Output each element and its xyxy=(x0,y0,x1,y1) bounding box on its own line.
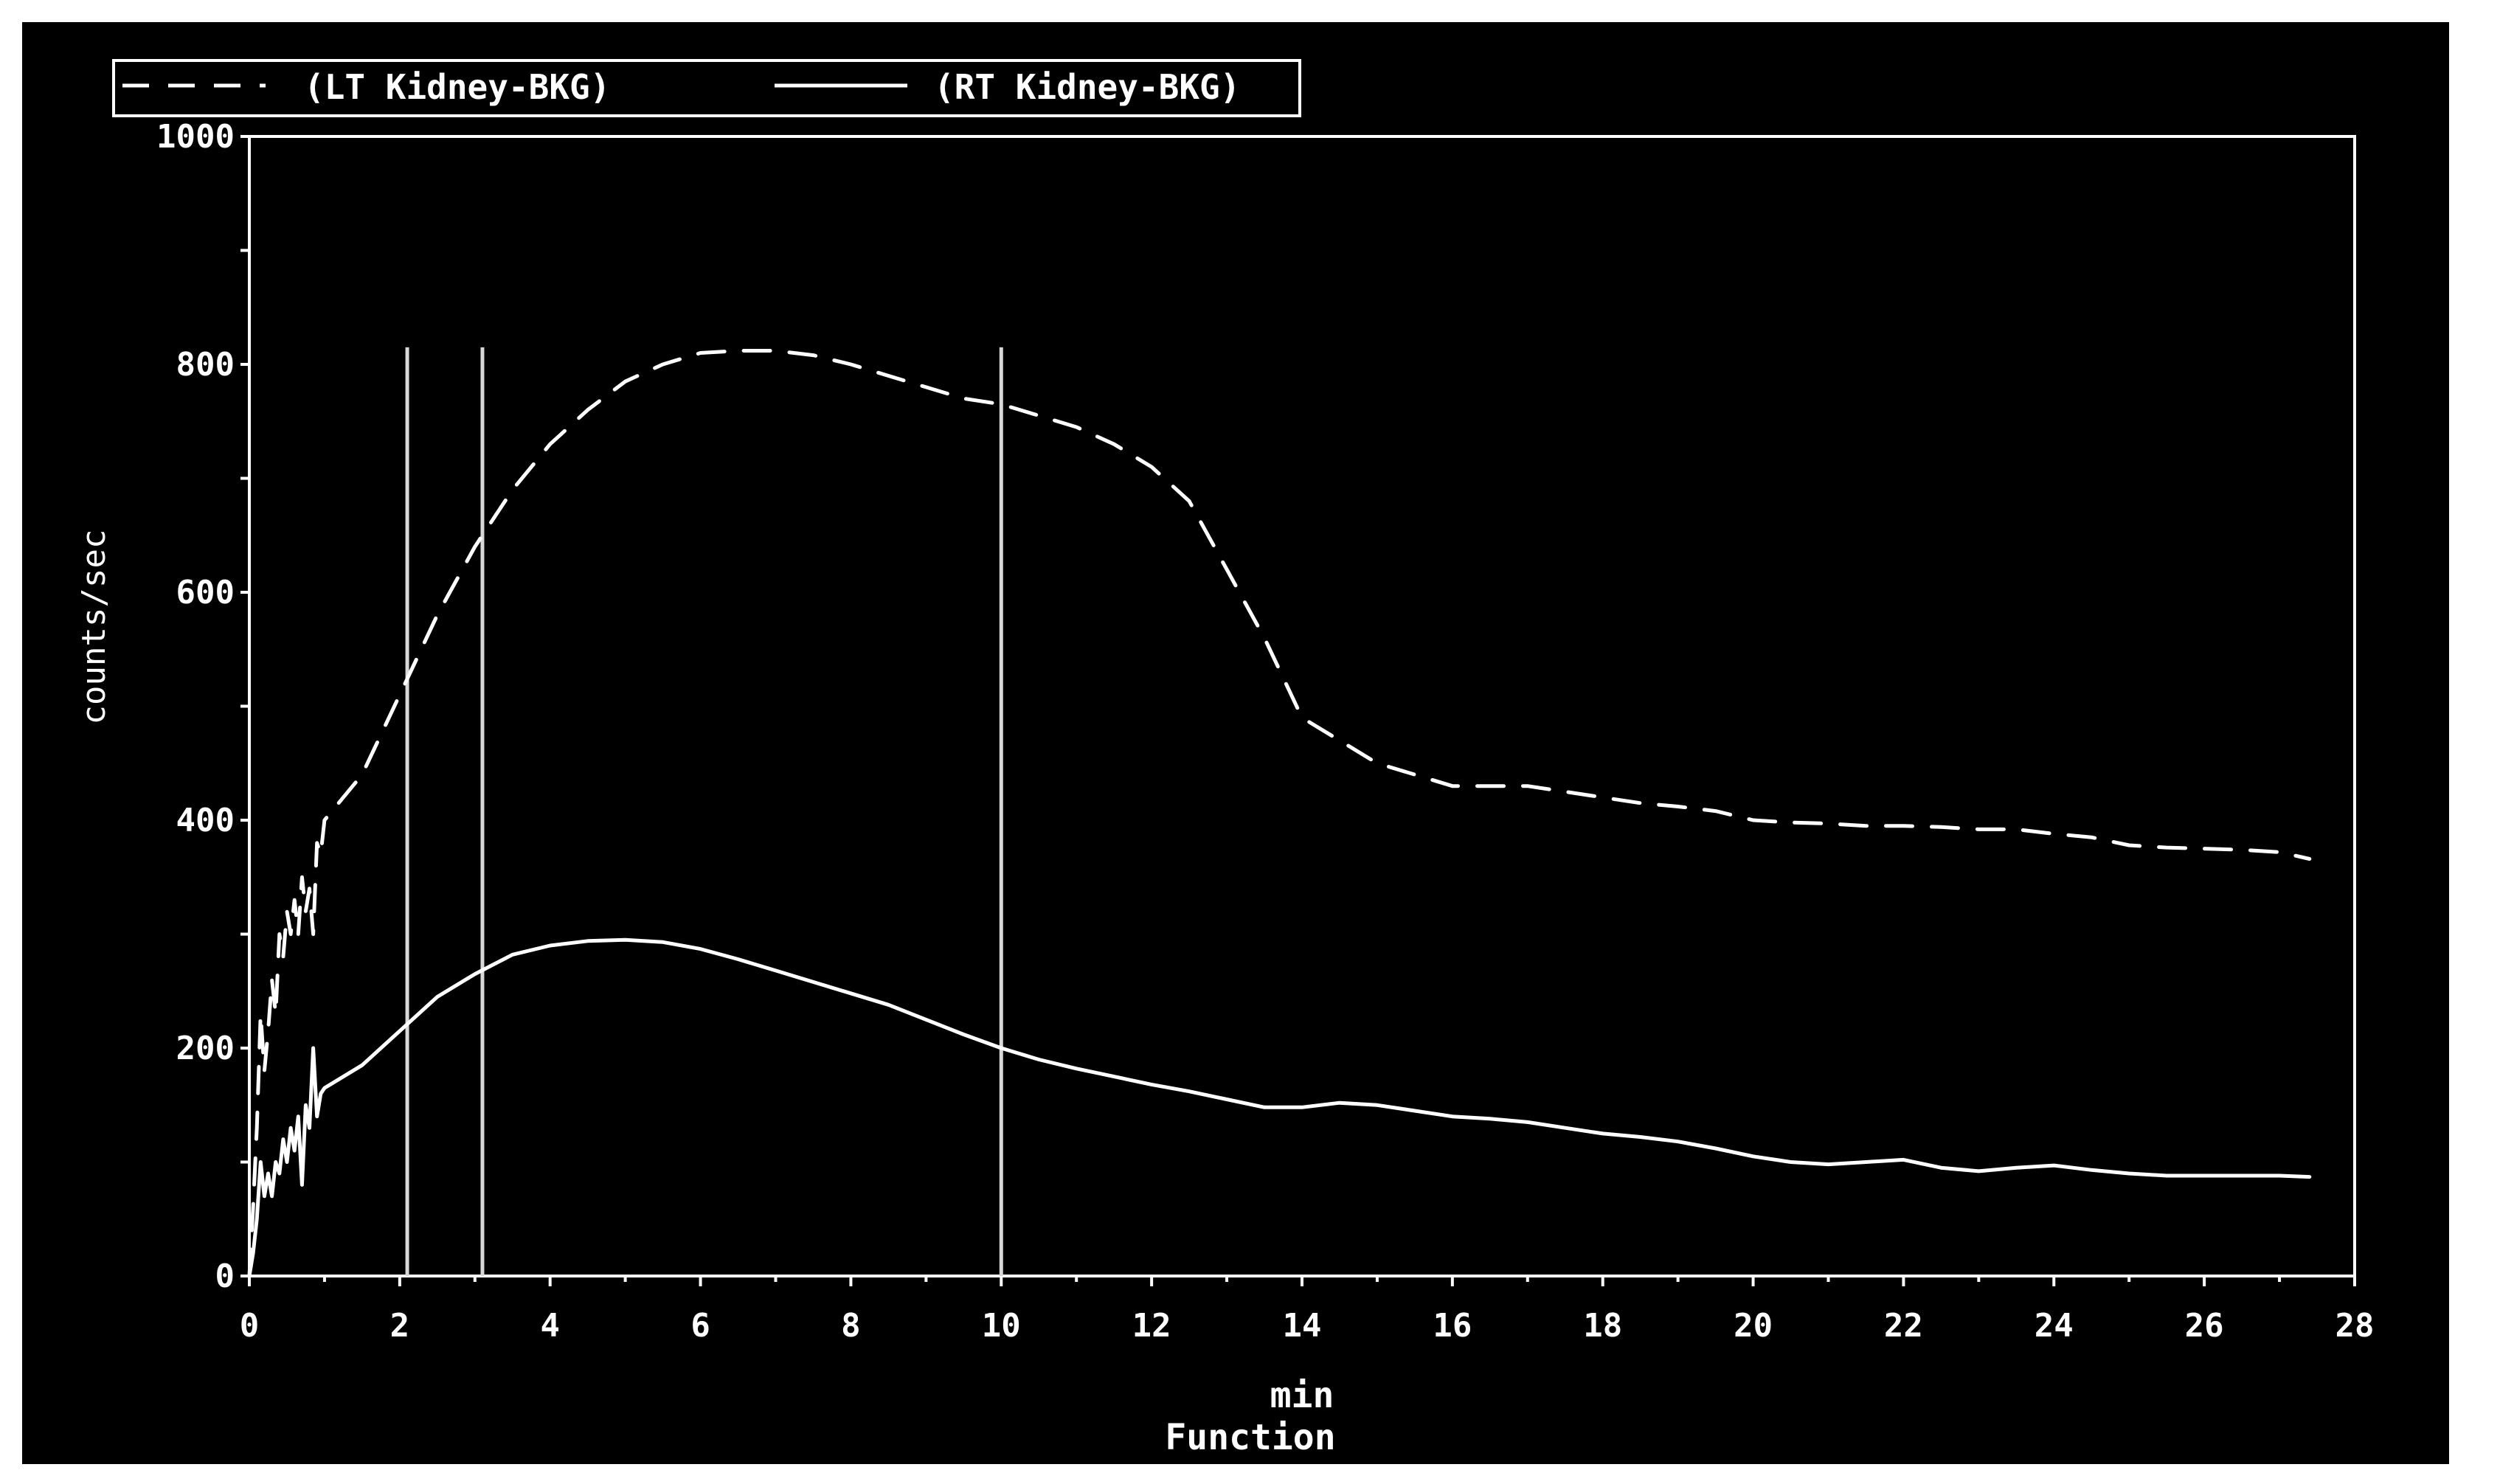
renogram-chart: (LT Kidney-BKG) (RT Kidney-BKG) 02004006… xyxy=(75,59,2375,1458)
legend-box xyxy=(112,59,1301,117)
x-tick-label: 12 xyxy=(1132,1307,1171,1345)
y-axis-label: counts/sec xyxy=(75,530,113,725)
legend: (LT Kidney-BKG) (RT Kidney-BKG) xyxy=(112,59,1301,117)
x-tick-label: 14 xyxy=(1283,1307,1322,1345)
series-line-lt-kidney xyxy=(247,349,2312,1278)
plot-area xyxy=(248,135,2356,1277)
legend-label-rt: (RT Kidney-BKG) xyxy=(934,67,1240,107)
chart-panel: (LT Kidney-BKG) (RT Kidney-BKG) 0 200 400 6… xyxy=(22,22,2449,1464)
marker-lines xyxy=(405,347,1003,1276)
legend-label-lt: (LT Kidney-BKG) xyxy=(304,67,610,107)
x-tick-label: 18 xyxy=(1583,1307,1622,1345)
x-axis-label: min xyxy=(1270,1375,1334,1416)
x-tick-label: 10 xyxy=(982,1307,1021,1345)
x-tick-label: 28 xyxy=(2335,1307,2375,1345)
y-tick-label: 800 xyxy=(176,346,235,384)
y-tick-label: 600 xyxy=(176,574,235,611)
series-lines xyxy=(247,349,2312,1278)
series-line-rt-kidney xyxy=(247,937,2312,1278)
x-tick-label: 4 xyxy=(540,1307,560,1345)
x-tick-label: 20 xyxy=(1734,1307,1773,1345)
y-tick-label: 400 xyxy=(176,802,235,839)
y-tick-label: 1000 xyxy=(156,118,235,156)
x-tick-label: 16 xyxy=(1433,1307,1472,1345)
x-tick-label: 22 xyxy=(1884,1307,1923,1345)
chart-caption: Function xyxy=(1165,1417,1335,1458)
x-tick-label: 2 xyxy=(390,1307,410,1345)
x-tick-label: 8 xyxy=(841,1307,861,1345)
x-tick-label: 6 xyxy=(690,1307,710,1345)
x-axis: 0 2 4 6 8 10 12 14 16 18 20 22 24 26 28 xyxy=(240,1276,2375,1345)
x-tick-label: 24 xyxy=(2035,1307,2074,1345)
x-tick-label: 0 xyxy=(240,1307,260,1345)
x-tick-label: 26 xyxy=(2185,1307,2224,1345)
y-axis: 0 200 400 600 800 1000 xyxy=(156,118,249,1295)
y-tick-label: 200 xyxy=(176,1030,235,1067)
y-tick-label: 0 xyxy=(215,1258,235,1295)
